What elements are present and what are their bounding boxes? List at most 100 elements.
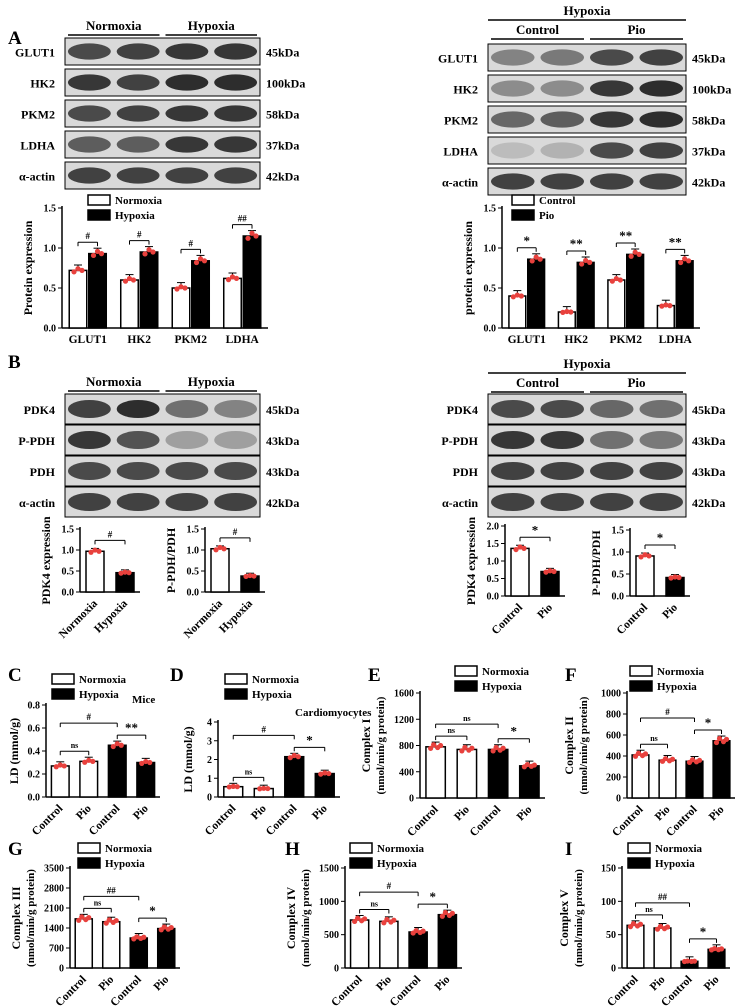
legend-label: Normoxia	[105, 843, 153, 855]
y-tick-label: 150	[601, 864, 616, 875]
bar	[74, 918, 94, 969]
blot-band	[214, 400, 258, 418]
y-tick-label: 1200	[394, 715, 414, 726]
data-point	[90, 758, 96, 764]
data-point	[94, 248, 101, 254]
blot-band	[116, 167, 160, 184]
x-tick-label: Normoxia	[57, 597, 100, 640]
sig-label: #	[233, 527, 238, 537]
data-point	[75, 266, 81, 272]
data-point	[672, 574, 678, 580]
sig-label: *	[700, 924, 707, 939]
y-axis-label: PDK4 expression	[464, 517, 478, 605]
blot-band	[67, 43, 111, 60]
sig-label: *	[532, 522, 539, 537]
y-tick-label: 1.5	[62, 525, 75, 536]
legend-label: Hypoxia	[377, 858, 417, 870]
data-point	[146, 247, 152, 253]
data-point	[122, 278, 129, 284]
bar	[487, 748, 509, 799]
legend-swatch	[627, 857, 651, 869]
blot-band	[540, 431, 585, 449]
data-point	[141, 934, 147, 940]
bar	[626, 924, 645, 969]
bar	[349, 919, 370, 969]
blot-B_left: Normoxia Hypoxia PDK4 45kDa P-PDH 43kDa PDH 43k…	[18, 374, 299, 518]
y-tick-label: 4	[207, 718, 212, 729]
data-point	[459, 748, 465, 754]
y-tick-label: 2	[207, 755, 212, 766]
data-point	[318, 771, 324, 777]
blot-band	[589, 462, 634, 480]
blot-band	[67, 167, 111, 184]
blot-band	[490, 111, 535, 128]
data-point	[462, 744, 468, 751]
sig-label: ns	[645, 905, 653, 914]
data-point	[126, 570, 132, 576]
panel-letter-B: B	[8, 352, 21, 373]
blot-band	[165, 431, 209, 449]
x-tick-label: Pio	[653, 803, 673, 823]
data-point	[96, 548, 102, 554]
x-tick-label: Control	[264, 803, 299, 838]
legend-swatch	[627, 842, 651, 854]
blot-group-header: Hypoxia	[188, 18, 235, 33]
sig-label: #	[87, 712, 92, 722]
blot-group-header: Pio	[627, 375, 645, 390]
chart-A_right: 0.0 0.5 1.0 1.5 protein expression GLUT1 HK2 PK…	[461, 194, 700, 346]
data-point	[686, 258, 692, 264]
blot-band	[540, 111, 585, 128]
panel-letter-A: A	[8, 28, 22, 49]
y-tick-label: 2800	[44, 884, 64, 895]
bar	[85, 550, 105, 593]
x-tick-label: Pio	[74, 802, 94, 822]
y-tick-label: 0.0	[484, 324, 497, 335]
blot-band	[165, 462, 209, 480]
blot-weight: 45kDa	[266, 46, 299, 60]
blot-band	[639, 400, 684, 418]
bar	[107, 744, 127, 798]
data-point	[295, 754, 301, 760]
data-point	[79, 914, 85, 920]
blot-band	[67, 493, 111, 511]
blot-weight: 37kDa	[266, 139, 299, 153]
x-tick-label: Control	[610, 804, 645, 839]
data-point	[500, 745, 506, 751]
legend-label: Normoxia	[377, 843, 425, 855]
blot-label: PDH	[30, 465, 56, 479]
chart-note: Cardiomyocytes	[295, 707, 372, 719]
y-tick-label: 0	[334, 964, 339, 975]
x-tick-label: Pio	[707, 803, 727, 823]
legend-swatch	[349, 842, 373, 854]
bar	[685, 760, 704, 799]
data-point	[689, 757, 696, 763]
data-point	[682, 256, 688, 262]
chart-F: 0 200 400 600 800 1000 Complex II (nmol/min/g p…	[562, 665, 735, 839]
y-axis-label: Complex II	[562, 716, 576, 775]
legend-swatch	[224, 688, 248, 700]
blot-band	[165, 400, 209, 418]
y-axis-label: Complex III	[9, 886, 23, 949]
sig-label: #	[137, 230, 142, 240]
y-tick-label: 1.0	[187, 546, 200, 557]
x-tick-label: GLUT1	[508, 334, 547, 346]
bar	[129, 937, 149, 969]
chart-H: 0 500 1000 1500 Complex IV (nmol/min/g protei…	[284, 842, 462, 1006]
bar	[115, 571, 135, 593]
chart-G: 0 700 1400 2100 2800 3500 Complex III (nmol/min…	[9, 842, 180, 1006]
blot-A_right: Hypoxia Control Pio GLUT1 45kDa HK2 100kDa PKM2…	[438, 3, 731, 196]
sig-label: **	[125, 720, 138, 735]
blot-band	[490, 431, 535, 449]
data-point	[678, 259, 684, 266]
y-tick-label: 1400	[44, 924, 64, 935]
data-point	[79, 267, 85, 273]
blot-weight: 100kDa	[266, 77, 305, 91]
bar	[557, 311, 576, 329]
bar	[635, 555, 655, 597]
blot-band	[165, 43, 209, 60]
data-point	[98, 251, 105, 257]
chart-note: Mice	[132, 694, 155, 706]
data-point	[568, 309, 574, 315]
data-point	[118, 742, 124, 748]
